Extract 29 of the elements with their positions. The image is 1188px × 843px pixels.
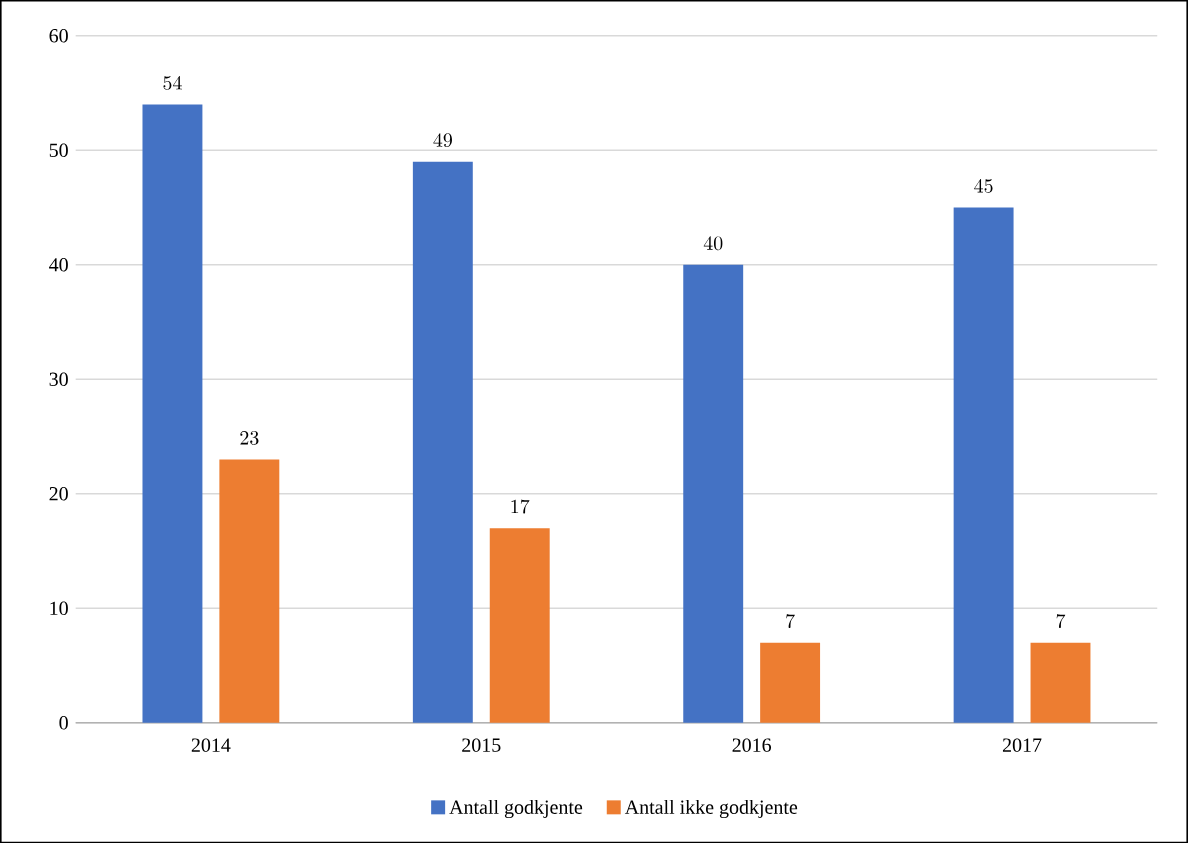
data-label: 23	[240, 430, 259, 445]
x-tick-label: 2014	[191, 738, 231, 752]
y-tick-label: 30	[49, 372, 68, 386]
data-label: 40	[703, 235, 723, 250]
legend-label: Antall ikke godkjente	[624, 799, 798, 818]
data-label: 7	[1056, 613, 1066, 628]
data-label: 45	[974, 178, 993, 193]
bar	[1030, 642, 1091, 723]
x-tick-label: 2017	[1002, 738, 1042, 752]
y-tick-label: 50	[49, 143, 68, 157]
bar	[953, 207, 1014, 723]
data-label: 54	[163, 75, 182, 90]
y-tick-label: 40	[49, 257, 68, 272]
y-tick-label: 60	[49, 28, 68, 43]
data-label: 49	[433, 132, 452, 147]
x-tick-label: 2015	[462, 738, 501, 752]
data-label: 17	[511, 499, 530, 514]
y-tick-label: 10	[50, 601, 68, 615]
bar	[760, 642, 821, 723]
bar	[412, 161, 473, 723]
x-tick-label: 2016	[732, 738, 772, 752]
bar	[683, 264, 744, 723]
data-label: 7	[786, 613, 795, 628]
y-tick-label: 20	[49, 486, 68, 501]
bar	[489, 527, 550, 723]
legend-label: Antall godkjente	[449, 799, 583, 818]
bar	[219, 459, 280, 723]
bar	[142, 104, 203, 723]
y-tick-label: 0	[59, 715, 68, 730]
